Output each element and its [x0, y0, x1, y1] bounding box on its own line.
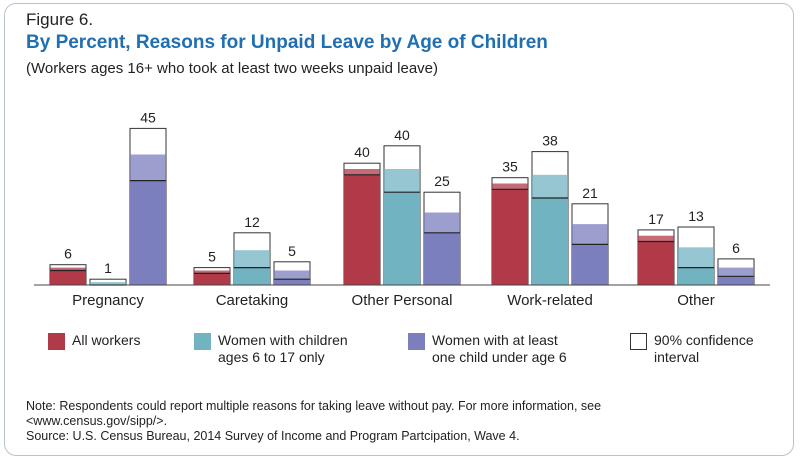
note-line-3: Source: U.S. Census Bureau, 2014 Survey …	[26, 429, 520, 443]
note-line-1: Note: Respondents could report multiple …	[26, 399, 602, 413]
bar-chart: 6 1 45 5 12 5 40 40 25 35 38 21 17 13 6 Pregnancy Caret…	[34, 109, 770, 309]
value-label-all-workers-2: 40	[354, 144, 370, 160]
legend-label-confidence-interval: 90% confidence interval	[654, 332, 754, 365]
legend-swatch-women-under-6	[408, 333, 425, 350]
bars-group: 6 1 45 5 12 5 40 40 25 35 38 21 17 13 6	[49, 109, 755, 286]
x-tick-label-1: Caretaking	[216, 292, 289, 309]
value-label-women-6-17-3: 38	[542, 133, 558, 149]
bar-band-women-under-6-1	[274, 270, 310, 280]
bar-band-all-workers-4	[638, 235, 674, 242]
bar-all-workers-3	[492, 189, 528, 285]
bar-women-under-6-0	[130, 180, 166, 285]
x-tick-label-3: Work-related	[507, 292, 593, 309]
value-label-women-6-17-1: 12	[244, 214, 260, 230]
x-tick-label-2: Other Personal	[352, 292, 453, 309]
legend-swatch-all-workers	[48, 333, 65, 350]
value-label-all-workers-0: 6	[64, 246, 72, 262]
bar-band-women-under-6-2	[424, 212, 460, 233]
bar-band-women-6-17-0	[90, 282, 126, 285]
bar-band-women-under-6-3	[572, 224, 608, 245]
x-tick-label-4: Other	[677, 292, 715, 309]
x-axis-labels: Pregnancy Caretaking Other Personal Work-re…	[72, 292, 715, 309]
bar-all-workers-2	[344, 174, 380, 285]
bar-women-6-17-3	[532, 198, 568, 285]
source-note: Note: Respondents could report multiple …	[26, 399, 756, 444]
legend-label-all-workers: All workers	[72, 332, 141, 348]
value-label-all-workers-3: 35	[502, 159, 518, 175]
bar-women-under-6-3	[572, 244, 608, 285]
bar-band-women-6-17-3	[532, 174, 568, 198]
value-label-women-under-6-2: 25	[434, 173, 450, 189]
legend-swatch-confidence-interval	[630, 333, 647, 350]
bar-band-women-6-17-1	[234, 250, 270, 268]
bar-band-all-workers-1	[194, 270, 230, 274]
value-label-women-6-17-2: 40	[394, 127, 410, 143]
legend-label-women-under-6: Women with at least one child under age …	[432, 332, 567, 365]
bar-women-6-17-4	[678, 267, 714, 285]
x-tick-label-0: Pregnancy	[72, 292, 144, 309]
bar-band-women-6-17-2	[384, 169, 420, 193]
bar-band-women-under-6-0	[130, 154, 166, 181]
bar-band-all-workers-3	[492, 183, 528, 190]
figure-label: Figure 6.	[26, 10, 94, 29]
legend-swatch-women-6-17	[194, 333, 211, 350]
bar-all-workers-0	[50, 270, 86, 285]
value-label-women-under-6-0: 45	[140, 109, 156, 125]
bar-band-women-under-6-4	[718, 267, 754, 277]
value-label-all-workers-4: 17	[648, 211, 664, 227]
value-label-women-under-6-1: 5	[288, 243, 296, 259]
bar-women-under-6-2	[424, 232, 460, 285]
value-label-all-workers-1: 5	[208, 249, 216, 265]
bar-women-under-6-4	[718, 276, 754, 285]
value-label-women-6-17-4: 13	[688, 208, 704, 224]
bar-band-all-workers-2	[344, 169, 380, 175]
bar-all-workers-4	[638, 241, 674, 285]
bar-women-under-6-1	[274, 279, 310, 285]
chart-subtitle: (Workers ages 16+ who took at least two …	[26, 60, 439, 77]
bar-women-6-17-2	[384, 192, 420, 285]
bar-band-all-workers-0	[50, 267, 86, 271]
value-label-women-under-6-3: 21	[582, 185, 598, 201]
bar-band-women-6-17-4	[678, 247, 714, 268]
chart-title: By Percent, Reasons for Unpaid Leave by …	[26, 32, 548, 53]
value-label-women-6-17-0: 1	[104, 260, 112, 276]
note-line-2: <www.census.gov/sipp/>.	[26, 414, 168, 428]
bar-women-6-17-1	[234, 267, 270, 285]
bar-all-workers-1	[194, 273, 230, 285]
legend-label-women-6-17: Women with children ages 6 to 17 only	[218, 332, 348, 365]
value-label-women-under-6-4: 6	[732, 240, 740, 256]
